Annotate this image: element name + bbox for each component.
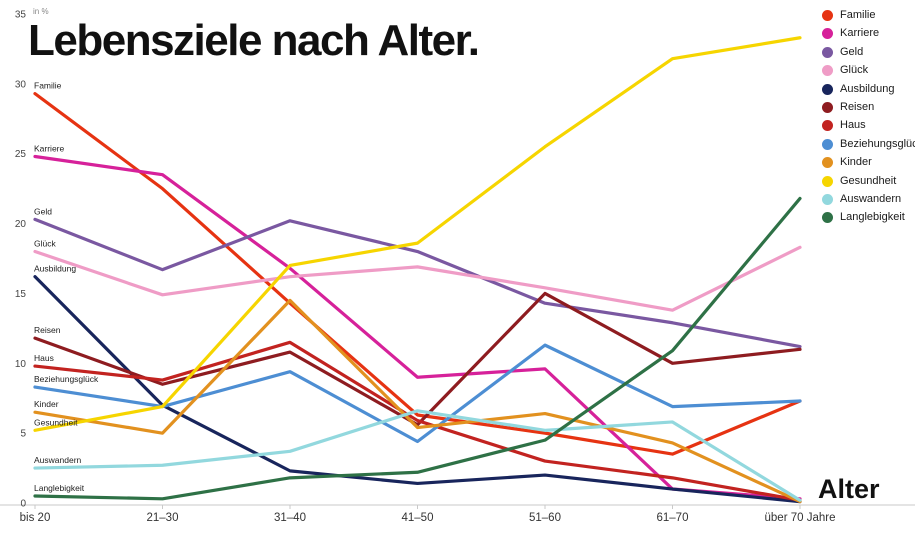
- legend-swatch-icon: [822, 157, 833, 169]
- legend-item: Karriere: [822, 27, 915, 40]
- legend-label: Ausbildung: [840, 82, 895, 95]
- legend-label: Haus: [840, 119, 866, 132]
- legend-item: Glück: [822, 64, 915, 77]
- series-start-label: Kinder: [34, 399, 59, 409]
- legend-swatch-icon: [822, 175, 833, 187]
- legend-item: Beziehungsglück: [822, 137, 915, 150]
- legend-label: Gesundheit: [840, 174, 897, 187]
- series-line-langlebigkeit: [33, 196, 802, 501]
- legend-swatch-icon: [822, 28, 833, 40]
- legend: Familie Karriere Geld Glück Ausbildung Reisen…: [822, 10, 915, 224]
- chart-title: Lebensziele nach Alter.: [28, 16, 480, 65]
- legend-label: Kinder: [840, 156, 872, 169]
- y-axis-unit-label: in %: [33, 7, 49, 16]
- legend-item: Haus: [822, 119, 915, 132]
- legend-item: Gesundheit: [822, 174, 915, 187]
- y-axis-label: 10: [15, 359, 27, 370]
- series-line-reisen: [33, 291, 802, 427]
- legend-swatch-icon: [822, 120, 833, 132]
- legend-label: Langlebigkeit: [840, 211, 905, 224]
- legend-swatch-icon: [822, 193, 833, 205]
- legend-item: Geld: [822, 45, 915, 58]
- series-start-label: Glück: [34, 239, 56, 249]
- legend-label: Beziehungsglück: [840, 137, 915, 150]
- y-axis-label: 0: [20, 499, 26, 510]
- legend-label: Glück: [840, 64, 869, 77]
- x-axis-label: 31–40: [274, 512, 306, 524]
- series-line-familie: [33, 92, 802, 456]
- series-start-label: Geld: [34, 206, 52, 216]
- legend-label: Karriere: [840, 27, 880, 40]
- legend-label: Auswandern: [840, 192, 902, 205]
- legend-item: Reisen: [822, 100, 915, 113]
- y-axis-label: 15: [15, 289, 27, 300]
- x-axis-label: 41–50: [402, 512, 434, 524]
- legend-item: Ausbildung: [822, 82, 915, 95]
- series-line-auswandern: [33, 409, 802, 502]
- series-start-label: Familie: [34, 81, 62, 91]
- legend-swatch-icon: [822, 212, 833, 224]
- y-axis-label: 35: [15, 10, 27, 21]
- y-axis-label: 30: [15, 79, 27, 90]
- legend-label: Geld: [840, 45, 864, 58]
- legend-swatch-icon: [822, 83, 833, 95]
- y-axis-label: 25: [15, 149, 27, 160]
- series-line-glück: [33, 245, 802, 312]
- legend-swatch-icon: [822, 138, 833, 150]
- legend-item: Kinder: [822, 156, 915, 169]
- series-line-geld: [33, 217, 802, 349]
- legend-item: Familie: [822, 10, 915, 21]
- legend-label: Reisen: [840, 100, 875, 113]
- legend-label: Familie: [840, 9, 876, 21]
- series-line-gesundheit: [33, 36, 802, 432]
- series-start-label: Auswandern: [34, 455, 82, 465]
- series-start-label: Reisen: [34, 325, 61, 335]
- series-start-label: Haus: [34, 353, 54, 363]
- x-axis-label: über 70 Jahre: [765, 512, 836, 524]
- series-start-label: Langlebigkeit: [34, 483, 85, 493]
- series-line-haus: [33, 340, 802, 502]
- y-axis-label: 5: [20, 429, 26, 440]
- x-axis-title: Alter: [818, 474, 880, 504]
- x-axis-label: 61–70: [657, 512, 689, 524]
- legend-swatch-icon: [822, 65, 833, 77]
- series-start-label: Beziehungsglück: [34, 374, 99, 384]
- x-axis-label: 51–60: [529, 512, 561, 524]
- series-start-label: Ausbildung: [34, 264, 76, 274]
- legend-swatch-icon: [822, 10, 833, 21]
- legend-swatch-icon: [822, 46, 833, 58]
- x-axis-label: 21–30: [147, 512, 179, 524]
- legend-item: Auswandern: [822, 192, 915, 205]
- series-line-kinder: [33, 298, 802, 504]
- x-axis-label: bis 20: [20, 512, 51, 524]
- series-start-label: Karriere: [34, 144, 65, 154]
- legend-item: Langlebigkeit: [822, 211, 915, 224]
- series-line-ausbildung: [33, 275, 802, 504]
- legend-swatch-icon: [822, 101, 833, 113]
- y-axis-label: 20: [15, 219, 27, 230]
- series-start-label: Gesundheit: [34, 417, 78, 427]
